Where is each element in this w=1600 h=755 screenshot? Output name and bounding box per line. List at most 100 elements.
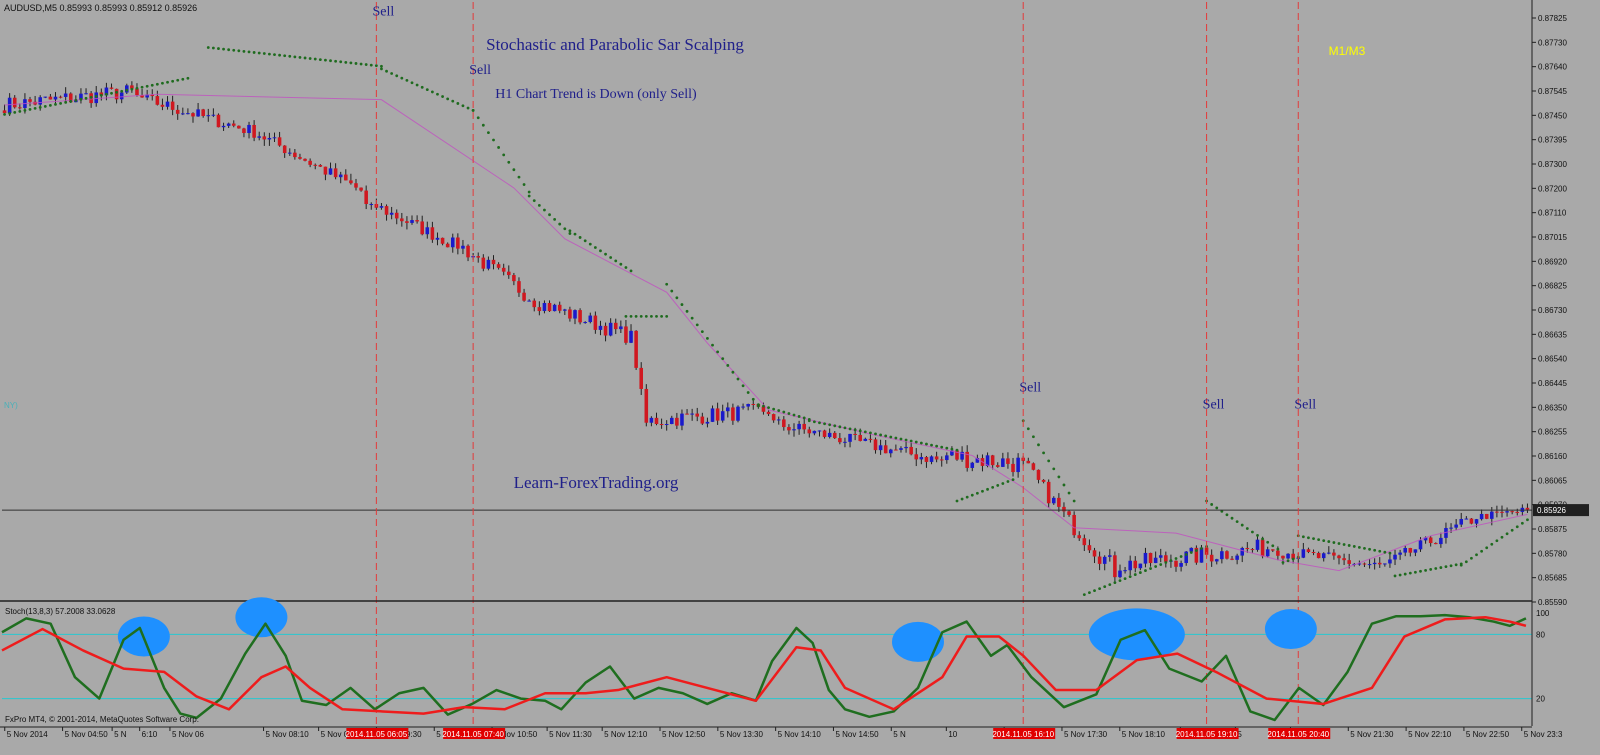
sar-dot bbox=[1500, 535, 1504, 539]
candle-body bbox=[761, 406, 766, 412]
time-tick-label: 5 Nov 12:10 bbox=[604, 730, 648, 739]
sar-dot bbox=[1291, 557, 1295, 561]
sar-dot bbox=[828, 423, 832, 427]
candle-body bbox=[1158, 555, 1163, 558]
candle-body bbox=[934, 456, 939, 460]
candle-body bbox=[776, 419, 781, 421]
sar-dot bbox=[614, 259, 618, 263]
sar-dot bbox=[818, 421, 821, 425]
candle-body bbox=[308, 160, 312, 165]
candle-body bbox=[1041, 479, 1046, 482]
candle-body bbox=[430, 227, 435, 240]
sar-dot bbox=[578, 236, 582, 239]
sar-dot bbox=[1174, 557, 1178, 560]
price-tick-label: 0.87110 bbox=[1538, 209, 1567, 218]
sar-dot bbox=[838, 425, 842, 429]
candle-body bbox=[1026, 460, 1031, 464]
sar-dot bbox=[726, 364, 730, 367]
candle-body bbox=[135, 88, 139, 96]
stoch-top-label: 100 bbox=[1536, 609, 1550, 618]
sar-dot bbox=[3, 112, 6, 116]
candle-body bbox=[578, 310, 582, 323]
sar-dot bbox=[74, 98, 78, 102]
price-tick-label: 0.87200 bbox=[1538, 184, 1567, 193]
candle-body bbox=[568, 309, 572, 319]
sar-dot bbox=[507, 160, 511, 164]
sar-dot bbox=[400, 76, 404, 80]
candle-body bbox=[736, 406, 740, 421]
candle-body bbox=[629, 330, 633, 343]
sar-dot bbox=[634, 314, 638, 318]
sar-dot bbox=[8, 111, 12, 115]
candle-body bbox=[293, 152, 297, 158]
candle-body bbox=[1347, 560, 1351, 564]
candle-body bbox=[975, 458, 980, 463]
sar-dot bbox=[909, 439, 913, 443]
candle-body bbox=[415, 220, 419, 222]
candle-body bbox=[685, 413, 689, 415]
candle-body bbox=[226, 123, 231, 126]
candle-body bbox=[425, 227, 430, 235]
sar-dot bbox=[986, 487, 989, 491]
highlight-ellipse bbox=[891, 621, 944, 662]
candle-body bbox=[181, 113, 185, 115]
sar-dot bbox=[1037, 443, 1040, 447]
candle-body bbox=[924, 457, 929, 462]
time-tick-label: 6:10 bbox=[142, 730, 158, 739]
sar-dot bbox=[925, 442, 928, 446]
sar-dot bbox=[1526, 518, 1529, 522]
candle-body bbox=[1383, 563, 1387, 565]
stoch-level-label: 80 bbox=[1536, 630, 1545, 639]
candle-body bbox=[1403, 547, 1407, 553]
candle-body bbox=[1225, 551, 1229, 559]
candle-body bbox=[1433, 543, 1438, 545]
highlighted-time-box bbox=[993, 728, 1056, 739]
candle-body bbox=[690, 413, 694, 415]
candles bbox=[2, 81, 1530, 582]
candle-body bbox=[909, 446, 913, 455]
sar-dot bbox=[1235, 520, 1239, 524]
sar-dot bbox=[1357, 545, 1361, 549]
candle-body bbox=[1413, 549, 1418, 553]
sar-dot bbox=[1475, 553, 1478, 557]
candle-body bbox=[894, 449, 898, 451]
candle-body bbox=[853, 433, 857, 435]
candle-body bbox=[1143, 552, 1148, 564]
candle-body bbox=[28, 99, 32, 102]
candle-body bbox=[323, 166, 328, 175]
candle-body bbox=[349, 180, 353, 184]
watermark: Learn-ForexTrading.org bbox=[514, 473, 679, 492]
sar-dot bbox=[354, 62, 358, 65]
candle-body bbox=[817, 430, 822, 432]
candle-body bbox=[771, 414, 776, 421]
sar-dot bbox=[1123, 577, 1127, 580]
sar-dot bbox=[716, 350, 720, 354]
candle-body bbox=[832, 432, 837, 439]
sar-dot bbox=[313, 57, 317, 61]
time-tick-label: 5 bbox=[1237, 730, 1242, 739]
candle-body bbox=[1128, 560, 1132, 571]
sar-dot bbox=[970, 493, 974, 497]
price-tick-label: 0.86825 bbox=[1538, 282, 1567, 291]
sar-dot bbox=[1047, 459, 1051, 463]
sar-dot bbox=[298, 56, 302, 59]
sar-dot bbox=[1194, 549, 1198, 552]
candle-body bbox=[313, 164, 318, 166]
sar-dot bbox=[655, 314, 658, 318]
candle-body bbox=[1388, 559, 1392, 564]
candle-body bbox=[919, 457, 924, 460]
candle-body bbox=[1510, 511, 1514, 513]
sar-dot bbox=[1403, 572, 1407, 576]
candle-body bbox=[491, 259, 496, 265]
candle-body bbox=[277, 137, 282, 146]
sar-dot bbox=[879, 433, 882, 437]
time-tick-label: 5 Nov 14:50 bbox=[835, 730, 879, 739]
candle-body bbox=[216, 114, 221, 128]
time-tick-label: 5 Nov 08:10 bbox=[266, 730, 310, 739]
sar-dot bbox=[1184, 553, 1188, 556]
candle-body bbox=[84, 93, 88, 95]
parabolic-sar bbox=[3, 46, 1529, 597]
candle-body bbox=[1357, 563, 1362, 565]
sar-dot bbox=[1490, 542, 1494, 546]
sar-dot bbox=[1352, 545, 1356, 548]
